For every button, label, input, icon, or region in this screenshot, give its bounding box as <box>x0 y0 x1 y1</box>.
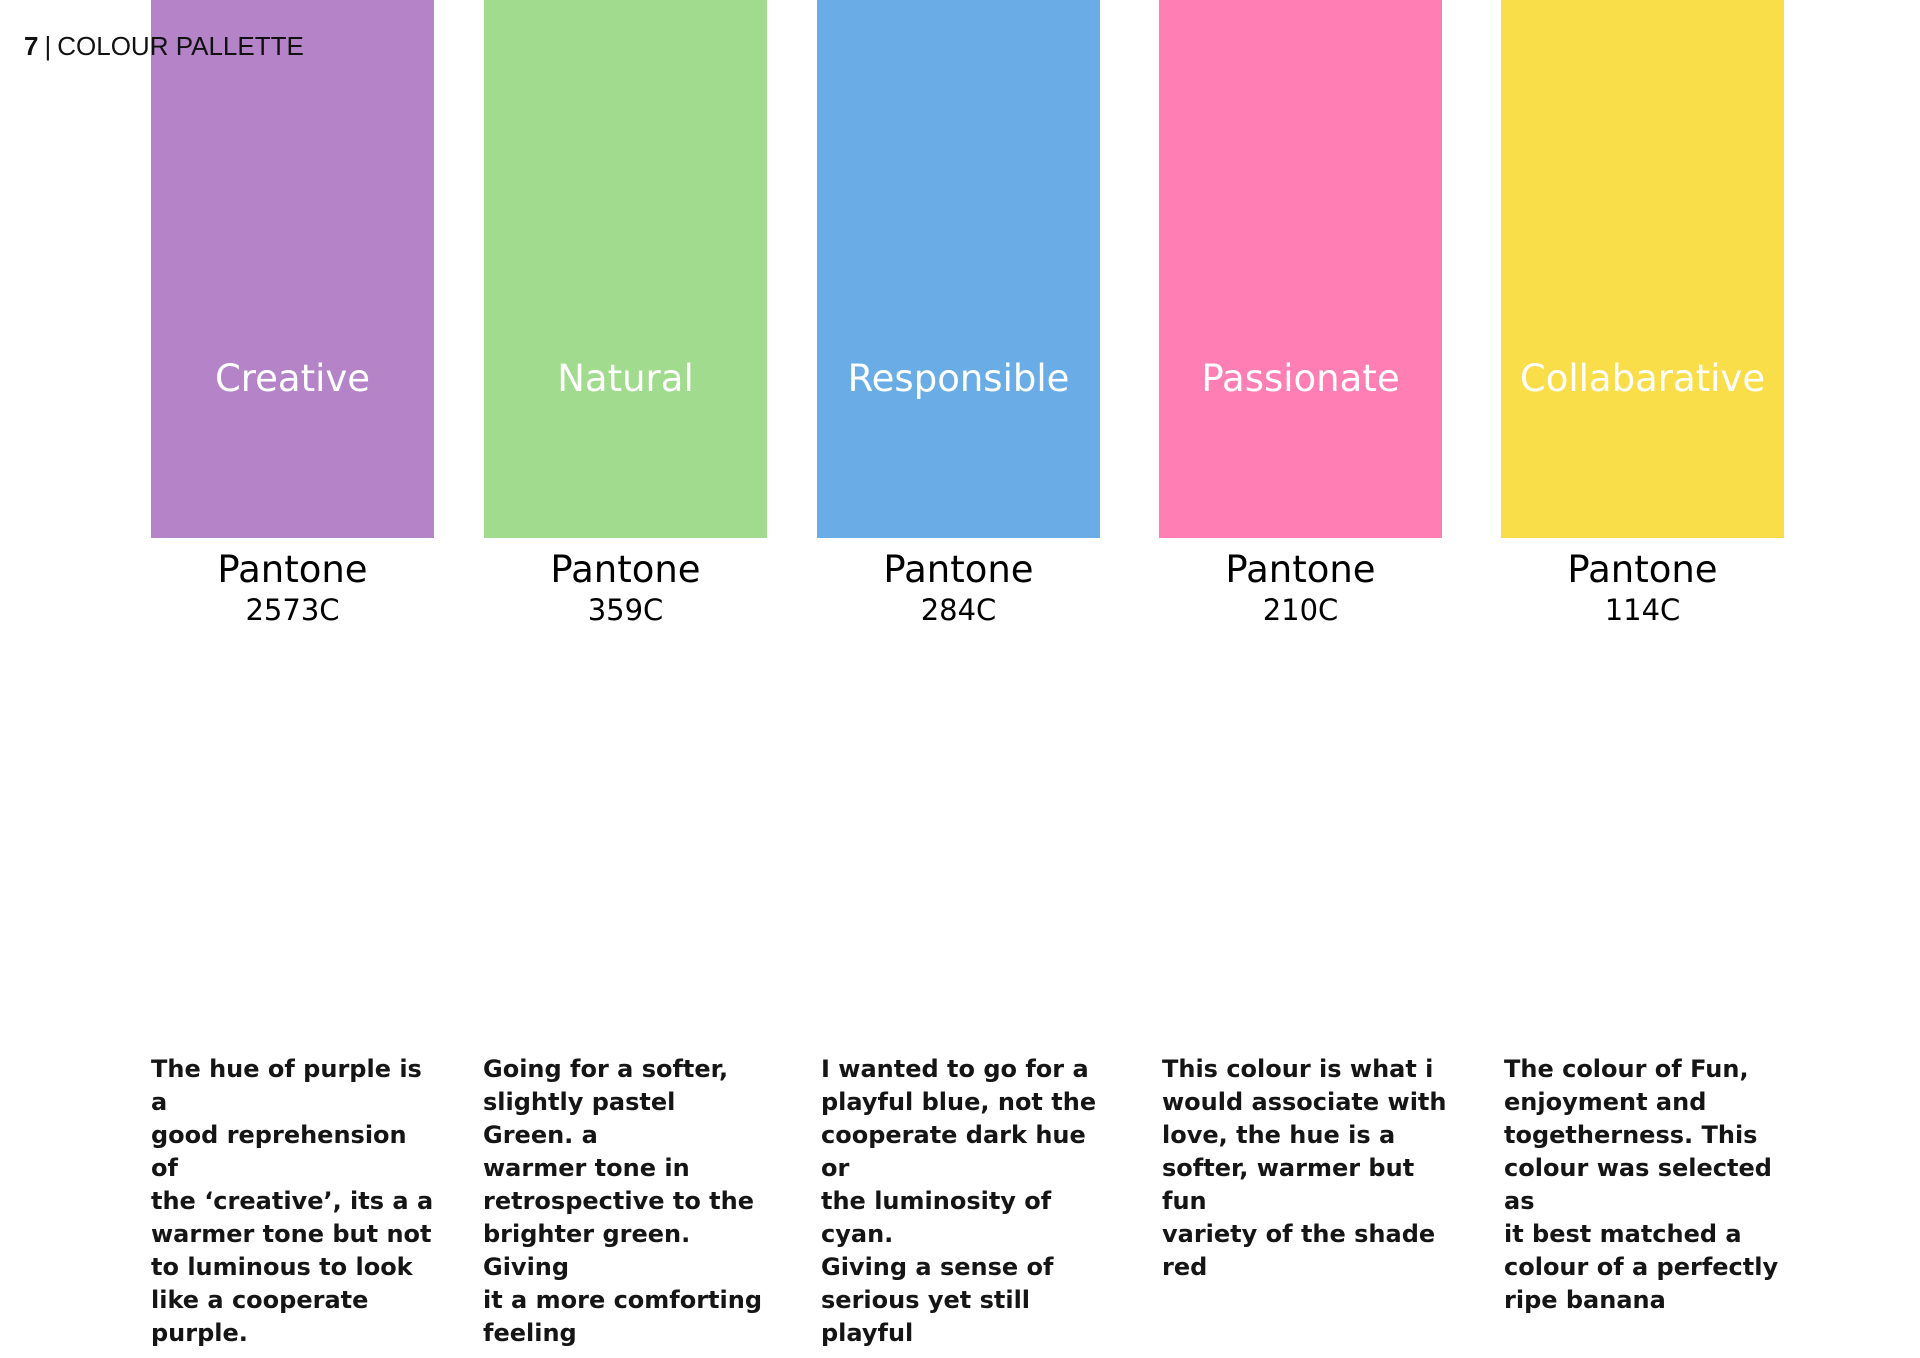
colour-description: This colour is what i would associate wi… <box>1162 1055 1447 1281</box>
pantone-code: 2573C <box>245 593 340 627</box>
pantone-label: Pantone <box>883 548 1034 591</box>
colour-description: The hue of purple is a good reprehension… <box>151 1055 434 1347</box>
colour-description: I wanted to go for a playful blue, not t… <box>821 1055 1097 1347</box>
pantone-code: 210C <box>1262 593 1339 627</box>
swatch-name: Responsible <box>847 357 1070 400</box>
page-number: 7 <box>24 31 39 61</box>
page-header: 7 | COLOUR PALLETTE <box>24 30 304 62</box>
pantone-code: 114C <box>1604 593 1681 627</box>
header-separator: | <box>44 31 52 61</box>
swatch-responsible: Responsible <box>817 0 1100 538</box>
swatch-natural: Natural <box>484 0 767 538</box>
swatch-collabarative: Collabarative <box>1501 0 1784 538</box>
colour-description: The colour of Fun, enjoyment and togethe… <box>1504 1055 1779 1314</box>
swatch-name: Natural <box>557 357 694 400</box>
pantone-label: Pantone <box>1567 548 1718 591</box>
swatch-name: Creative <box>214 357 371 400</box>
pantone-label: Pantone <box>217 548 368 591</box>
pantone-code: 359C <box>587 593 664 627</box>
pantone-label: Pantone <box>550 548 701 591</box>
colour-description: Going for a softer, slightly pastel Gree… <box>483 1055 763 1347</box>
section-title: COLOUR PALLETTE <box>57 31 304 61</box>
pantone-label: Pantone <box>1225 548 1376 591</box>
swatch-creative: Creative <box>151 0 434 538</box>
swatch-passionate: Passionate <box>1159 0 1442 538</box>
swatch-name: Passionate <box>1201 357 1400 400</box>
swatch-name: Collabarative <box>1519 357 1766 400</box>
pantone-code: 284C <box>920 593 997 627</box>
